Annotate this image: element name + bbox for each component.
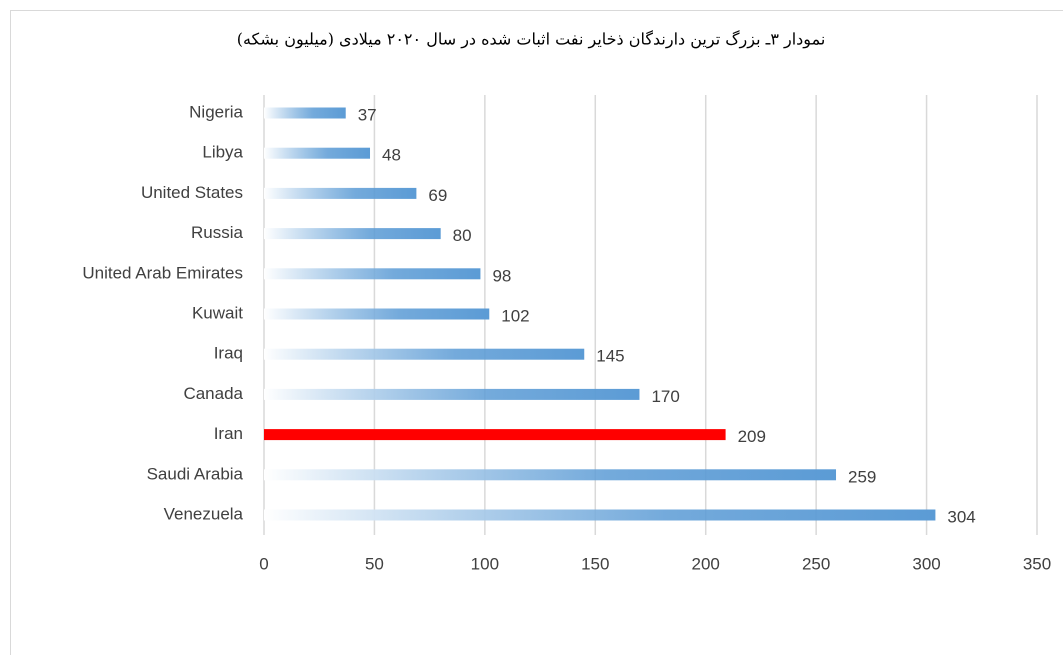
y-tick-label: Kuwait bbox=[192, 303, 243, 322]
bar bbox=[264, 187, 417, 199]
bar bbox=[264, 429, 726, 441]
value-label: 145 bbox=[596, 347, 624, 366]
bar bbox=[264, 469, 837, 481]
value-label: 98 bbox=[492, 266, 511, 285]
y-tick-label: United States bbox=[141, 183, 243, 202]
x-tick-label: 300 bbox=[912, 554, 940, 573]
value-label: 209 bbox=[738, 427, 766, 446]
bar bbox=[264, 308, 490, 320]
y-tick-label: Iraq bbox=[214, 344, 243, 363]
value-label: 259 bbox=[848, 467, 876, 486]
x-tick-label: 0 bbox=[259, 554, 268, 573]
y-tick-label: Venezuela bbox=[164, 504, 244, 523]
bar bbox=[264, 147, 371, 159]
value-label: 69 bbox=[428, 186, 447, 205]
bar bbox=[264, 107, 346, 119]
bar bbox=[264, 388, 640, 400]
bar bbox=[264, 228, 441, 240]
x-tick-label: 350 bbox=[1023, 554, 1051, 573]
value-label: 102 bbox=[501, 306, 529, 325]
y-tick-label: Nigeria bbox=[189, 102, 243, 121]
chart-title: نمودار ۳ـ بزرگ ترین دارندگان ذخایر نفت ا… bbox=[237, 30, 826, 49]
chart-frame bbox=[10, 10, 1063, 655]
y-tick-label: Saudi Arabia bbox=[147, 464, 244, 483]
bar bbox=[264, 268, 481, 280]
y-tick-label: Libya bbox=[202, 143, 243, 162]
value-label: 80 bbox=[453, 226, 472, 245]
x-tick-label: 100 bbox=[471, 554, 499, 573]
x-tick-label: 250 bbox=[802, 554, 830, 573]
value-label: 170 bbox=[651, 387, 679, 406]
bar bbox=[264, 509, 936, 521]
x-tick-label: 50 bbox=[365, 554, 384, 573]
x-tick-label: 200 bbox=[692, 554, 720, 573]
bar bbox=[264, 348, 585, 360]
value-label: 304 bbox=[947, 507, 975, 526]
x-tick-label: 150 bbox=[581, 554, 609, 573]
y-tick-label: United Arab Emirates bbox=[82, 263, 243, 282]
value-label: 48 bbox=[382, 146, 401, 165]
y-tick-label: Russia bbox=[191, 223, 244, 242]
value-label: 37 bbox=[358, 105, 377, 124]
y-tick-label: Iran bbox=[214, 424, 243, 443]
y-tick-label: Canada bbox=[183, 384, 243, 403]
